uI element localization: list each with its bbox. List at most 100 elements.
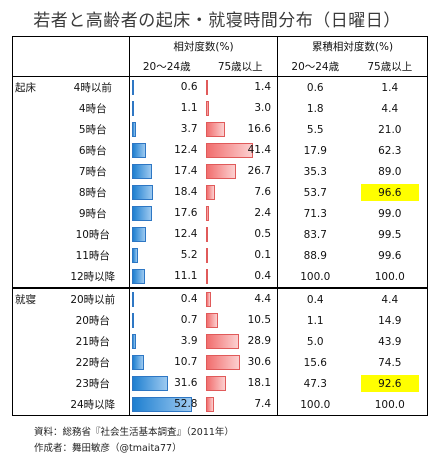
table-row: 11時台 5.2 0.1 88.9 99.6 [12,245,429,266]
cum-young-value: 71.3 [277,203,353,224]
young-bar [132,122,136,137]
old-value: 2.4 [254,207,272,219]
young-value: 11.1 [174,270,198,282]
old-value: 4.4 [254,293,272,305]
cum-young-value: 15.6 [277,352,353,373]
young-bar [132,185,153,200]
young-bar [132,143,146,158]
old-value: 26.7 [247,165,272,177]
cumulative-frequency-header: 累積相対度数(%) [277,36,429,56]
young-value: 3.9 [180,335,198,347]
old-bar [205,101,209,116]
young-value: 1.1 [180,102,198,114]
table-row: 20時台 0.7 10.5 1.1 14.9 [12,310,429,331]
table-row: 起床 4時以前 0.6 1.4 0.6 1.4 [12,76,429,98]
cum-old-value: 89.0 [352,161,429,182]
hour-label: 23時台 [75,378,110,390]
old-bar [205,397,214,412]
cum-old-value: 100.0 [352,266,429,288]
young-value: 10.7 [174,356,198,368]
young-bar [132,355,144,370]
cum-young-value: 0.4 [277,287,353,310]
young-bar [132,334,136,349]
old-value: 7.4 [254,398,272,410]
old-bar [205,185,215,200]
hour-label: 20時以前 [56,287,130,310]
cum-young-value: 1.1 [277,310,353,331]
author-note: 作成者：舞田敏彦（@tmaita77） [34,443,182,454]
rel-old-header: 75歳以上 [203,56,278,77]
cum-old-value: 4.4 [352,98,429,119]
table-row: 23時台 31.6 18.1 47.3 92.6 [12,373,429,394]
cum-old-header: 75歳以上 [352,56,429,77]
young-bar [132,248,138,263]
hour-label: 11時台 [75,250,110,262]
table-row: 22時台 10.7 30.6 15.6 74.5 [12,352,429,373]
cum-young-value: 17.9 [277,140,353,161]
table-row: 9時台 17.6 2.4 71.3 99.0 [12,203,429,224]
hour-label: 24時以降 [56,394,130,416]
cum-old-value: 99.0 [352,203,429,224]
old-bar [205,248,208,263]
cum-old-value: 100.0 [352,394,429,416]
young-bar [132,80,134,95]
cum-old-value: 99.5 [352,224,429,245]
old-value: 1.4 [254,81,272,93]
group-label: 起床 [12,76,57,98]
hour-label: 22時台 [75,357,110,369]
old-value: 18.1 [247,377,272,389]
cum-young-value: 35.3 [277,161,353,182]
cum-young-value: 1.8 [277,98,353,119]
old-value: 41.4 [247,144,272,156]
old-bar [205,292,211,307]
old-value: 0.1 [254,249,272,261]
hour-label: 10時台 [75,229,110,241]
old-bar [205,334,239,349]
cum-old-value: 96.6 [352,182,429,203]
cum-young-value: 0.6 [277,76,353,98]
old-bar [205,376,226,391]
old-value: 3.0 [254,102,272,114]
table-row: 8時台 18.4 7.6 53.7 96.6 [12,182,429,203]
hour-label: 4時以前 [56,76,130,98]
hour-label: 9時台 [78,208,107,220]
young-bar [132,227,146,242]
old-value: 7.6 [254,186,272,198]
table-row: 24時以降 52.8 7.4 100.0 100.0 [12,394,429,416]
cum-old-value: 1.4 [352,76,429,98]
page-title: 若者と高齢者の起床・就寝時間分布（日曜日） [33,11,401,31]
young-value: 31.6 [174,377,198,389]
hour-label: 21時台 [75,336,110,348]
distribution-table: 相対度数(%) 累積相対度数(%) 20～24歳 75歳以上 20～24歳 75… [12,36,429,416]
old-bar [205,143,253,158]
young-bar [132,397,192,412]
cum-young-value: 100.0 [277,266,353,288]
young-value: 17.6 [174,207,198,219]
cum-old-value: 99.6 [352,245,429,266]
rel-young-header: 20～24歳 [129,56,204,77]
young-bar [132,164,152,179]
young-value: 5.2 [180,249,198,261]
old-bar [205,164,236,179]
cum-old-value: 62.3 [352,140,429,161]
hour-label: 6時台 [78,145,107,157]
table-row: 4時台 1.1 3.0 1.8 4.4 [12,98,429,119]
cum-old-value: 14.9 [352,310,429,331]
table-row: 12時以降 11.1 0.4 100.0 100.0 [12,266,429,288]
young-value: 3.7 [180,123,198,135]
old-bar [205,122,225,137]
group-label: 就寝 [12,287,57,310]
cum-young-value: 88.9 [277,245,353,266]
cum-young-value: 53.7 [277,182,353,203]
hour-label: 4時台 [78,103,107,115]
cum-young-value: 5.5 [277,119,353,140]
cum-young-header: 20～24歳 [277,56,353,77]
old-value: 30.6 [247,356,272,368]
cum-old-value: 21.0 [352,119,429,140]
hour-label: 12時以降 [70,271,116,283]
cum-young-value: 47.3 [277,373,353,394]
source-note: 資料：総務省『社会生活基本調査』（2011年） [34,427,234,438]
old-bar [205,313,218,328]
cum-old-value: 43.9 [352,331,429,352]
old-bar [205,80,208,95]
